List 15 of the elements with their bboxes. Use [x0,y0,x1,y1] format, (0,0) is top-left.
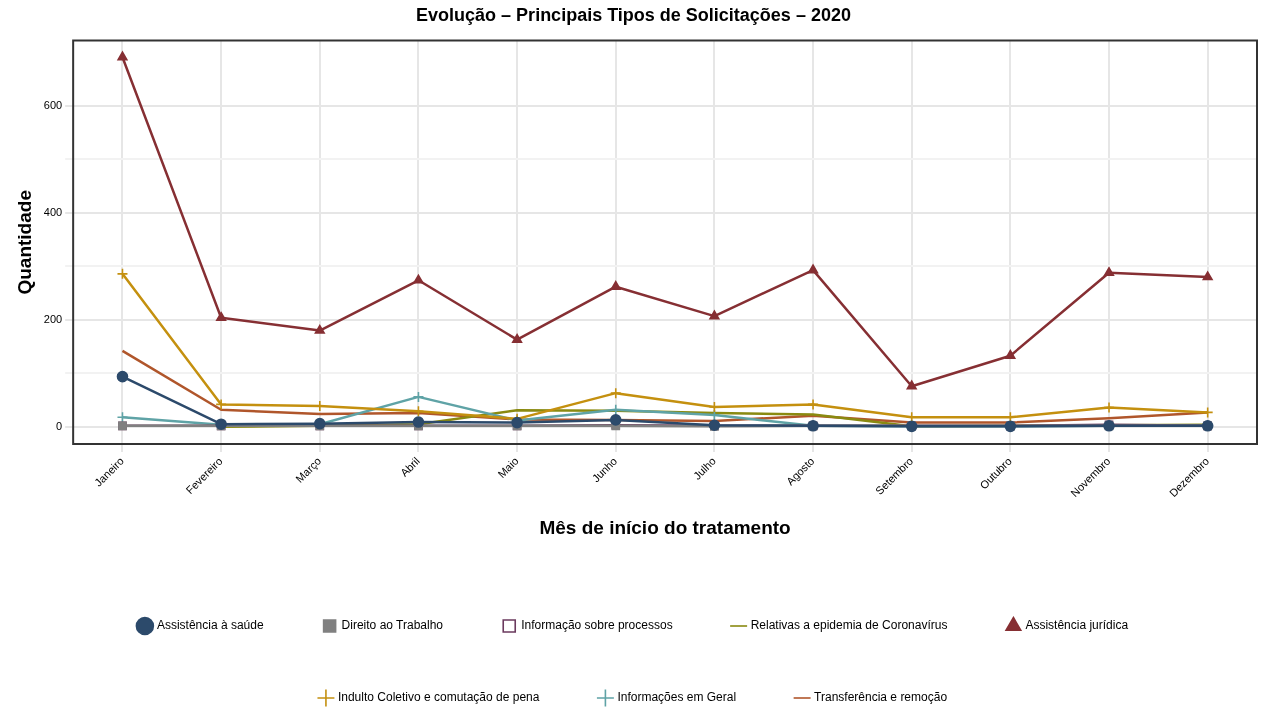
legend-label: Informações em Geral [617,690,737,705]
legend-label: Assistência jurídica [1025,618,1129,633]
legend-label: Indulto Coletivo e comutação de pena [337,690,540,705]
y-tick-label: 0 [56,419,63,432]
legend-label: Transferência e remoção [814,690,948,705]
legend-label: Direito ao Trabalho [341,618,444,633]
y-tick-label: 600 [43,98,63,111]
chart-title: Evolução – Principais Tipos de Solicitações – 2020 [416,4,851,25]
legend-label: Relativas a epidemia de Coronavírus [750,618,948,633]
legend-label: Assistência à saúde [156,618,264,633]
x-axis-title: Mês de início do tratamento [539,516,791,538]
y-axis-title: Quantidade [13,190,35,295]
y-tick-label: 200 [43,312,63,325]
y-tick-label: 400 [43,205,63,218]
legend-label: Informação sobre processos [521,618,673,633]
